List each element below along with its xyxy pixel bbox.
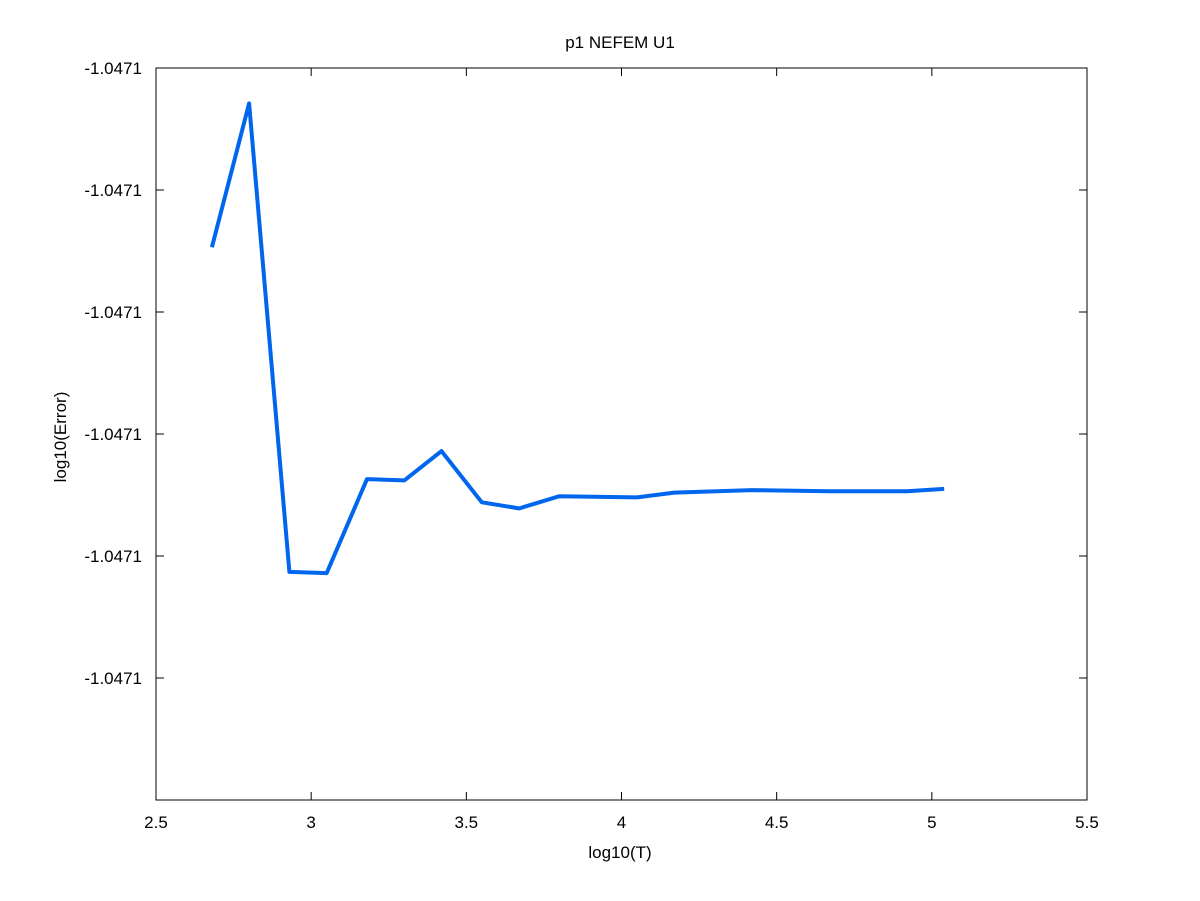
plot-frame xyxy=(155,67,1088,801)
y-tick-label: -1.0471 xyxy=(84,303,142,322)
x-axis-ticks: 2.5 3 3.5 4 4.5 5 5.5 xyxy=(144,68,1099,832)
series-layer xyxy=(209,101,945,576)
x-tick-label: 5.5 xyxy=(1075,813,1099,832)
x-tick-label: 4.5 xyxy=(765,813,789,832)
x-tick-label: 2.5 xyxy=(144,813,168,832)
y-axis-title: log10(Error) xyxy=(51,392,70,483)
y-tick-label: -1.0471 xyxy=(84,181,142,200)
y-tick-label: -1.0471 xyxy=(84,425,142,444)
y-axis-ticks: -1.0471 -1.0471 -1.0471 -1.0471 -1.0471 -1.04… xyxy=(84,59,1087,688)
x-tick-label: 5 xyxy=(927,813,936,832)
x-tick-label: 3.5 xyxy=(455,813,479,832)
y-tick-label: -1.0471 xyxy=(84,669,142,688)
series-line xyxy=(209,101,945,576)
y-tick-label: -1.0471 xyxy=(84,547,142,566)
x-tick-label: 4 xyxy=(617,813,626,832)
x-axis-title: log10(T) xyxy=(588,843,651,862)
y-tick-label: -1.0471 xyxy=(84,59,142,78)
x-tick-label: 3 xyxy=(306,813,315,832)
chart-title: p1 NEFEM U1 xyxy=(565,33,675,52)
